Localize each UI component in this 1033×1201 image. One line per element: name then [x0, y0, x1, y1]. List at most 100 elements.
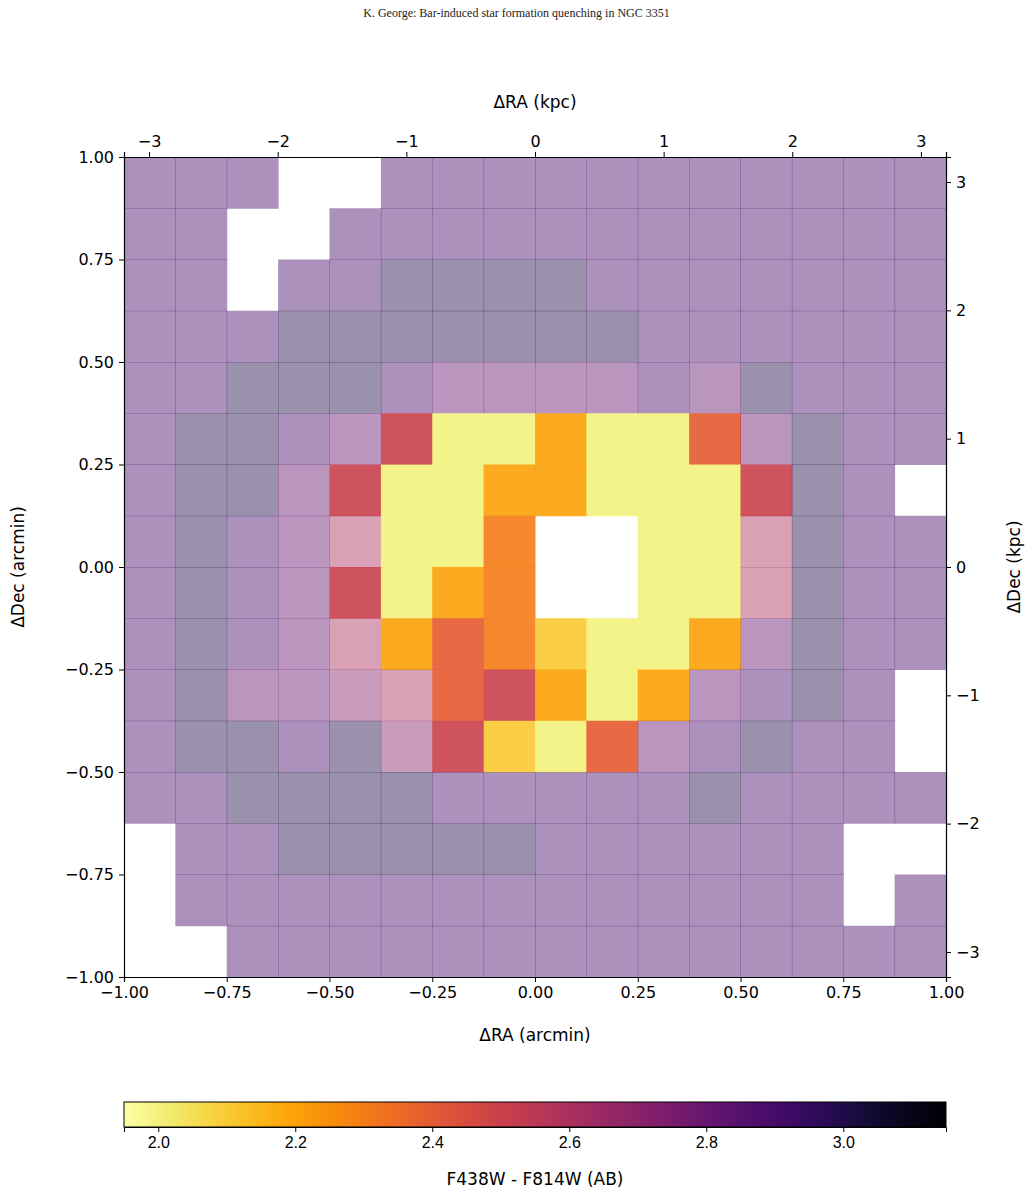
tick: 0.50 — [723, 977, 759, 1002]
color-cell — [432, 875, 484, 927]
x-axis: −1.00−0.75−0.50−0.250.000.250.500.751.00 — [100, 977, 964, 1002]
axis-title: ΔDec (arcmin) — [8, 506, 28, 628]
color-cell — [330, 823, 382, 875]
tick-mark — [432, 1127, 433, 1132]
color-cell — [278, 362, 330, 414]
color-cell — [638, 772, 690, 824]
tick: 0.75 — [78, 250, 124, 269]
color-cell — [586, 875, 638, 927]
color-cell — [278, 926, 330, 977]
color-cell — [843, 362, 895, 414]
tick-label: 1 — [956, 429, 966, 448]
color-cell — [484, 311, 536, 363]
tick-label: 0.00 — [78, 558, 114, 577]
color-cell — [432, 465, 484, 517]
color-cell — [741, 260, 793, 312]
color-cell — [586, 208, 638, 260]
tick-mark — [946, 310, 951, 311]
color-cell — [895, 926, 946, 977]
tick-label: −2 — [266, 132, 290, 151]
color-cell — [432, 721, 484, 773]
color-cell — [741, 721, 793, 773]
color-cell — [843, 157, 895, 209]
color-cell — [227, 311, 279, 363]
color-cell — [689, 362, 741, 414]
color-cell — [689, 823, 741, 875]
color-cell — [227, 926, 279, 977]
color-cell — [330, 721, 382, 773]
color-cell — [381, 926, 433, 977]
color-cell — [330, 567, 382, 619]
color-cell — [741, 567, 793, 619]
color-cell — [124, 567, 176, 619]
tick-label: −0.75 — [203, 983, 252, 1002]
color-cell — [741, 208, 793, 260]
color-cell — [175, 618, 227, 670]
tick-label: 0 — [956, 558, 966, 577]
tick-mark — [406, 152, 407, 157]
color-cell — [895, 260, 946, 312]
color-cell — [638, 413, 690, 465]
color-cell — [330, 465, 382, 517]
color-cell — [741, 311, 793, 363]
tick: 0.00 — [78, 558, 124, 577]
tick: 2 — [946, 301, 966, 320]
axis-line — [947, 158, 952, 978]
axis-title: ΔRA (arcmin) — [479, 1025, 591, 1045]
color-cell — [792, 311, 844, 363]
color-cell — [484, 362, 536, 414]
color-cell — [638, 721, 690, 773]
color-cell — [124, 260, 176, 312]
axis-title: ΔDec (kpc) — [1004, 520, 1024, 613]
tick-mark — [843, 977, 844, 982]
color-cell — [792, 260, 844, 312]
tick: −2 — [266, 132, 290, 157]
color-cell — [484, 516, 536, 568]
tick-mark — [119, 567, 124, 568]
color-cell — [432, 670, 484, 722]
axis-title: ΔRA (kpc) — [493, 92, 576, 112]
color-cell — [484, 670, 536, 722]
color-cell — [586, 618, 638, 670]
color-cell — [638, 516, 690, 568]
tick: −0.75 — [203, 977, 252, 1002]
color-cell — [638, 670, 690, 722]
figure: K. George: Bar-induced star formation qu… — [0, 0, 1033, 1201]
color-cell — [535, 362, 587, 414]
tick: 3.0 — [833, 1127, 855, 1151]
tick-mark — [946, 182, 951, 183]
color-cell — [638, 567, 690, 619]
color-cell — [432, 260, 484, 312]
color-cell — [330, 208, 382, 260]
color-cell — [535, 618, 587, 670]
color-cell — [381, 670, 433, 722]
color-cell — [432, 823, 484, 875]
color-cell — [843, 772, 895, 824]
tick-mark — [535, 152, 536, 157]
color-cell — [432, 618, 484, 670]
color-cell — [586, 260, 638, 312]
tick: 2 — [788, 132, 798, 157]
color-cell — [741, 670, 793, 722]
color-cell — [741, 157, 793, 209]
color-cell — [535, 260, 587, 312]
tick-label: −0.25 — [408, 983, 457, 1002]
color-cell — [432, 926, 484, 977]
tick-label: 3 — [956, 173, 966, 192]
color-cell — [484, 875, 536, 927]
color-cell — [843, 721, 895, 773]
tick: −1.00 — [65, 968, 124, 987]
color-cell — [175, 465, 227, 517]
color-cell — [432, 772, 484, 824]
y2-axis: −3−2−10123 — [946, 158, 980, 978]
color-cell — [535, 157, 587, 209]
color-cell — [175, 772, 227, 824]
color-cell — [381, 721, 433, 773]
tick: 1.00 — [78, 148, 124, 167]
color-cell — [175, 362, 227, 414]
color-cell — [792, 413, 844, 465]
color-cell — [330, 670, 382, 722]
tick-mark — [946, 567, 951, 568]
color-cell — [381, 618, 433, 670]
color-cell — [484, 823, 536, 875]
